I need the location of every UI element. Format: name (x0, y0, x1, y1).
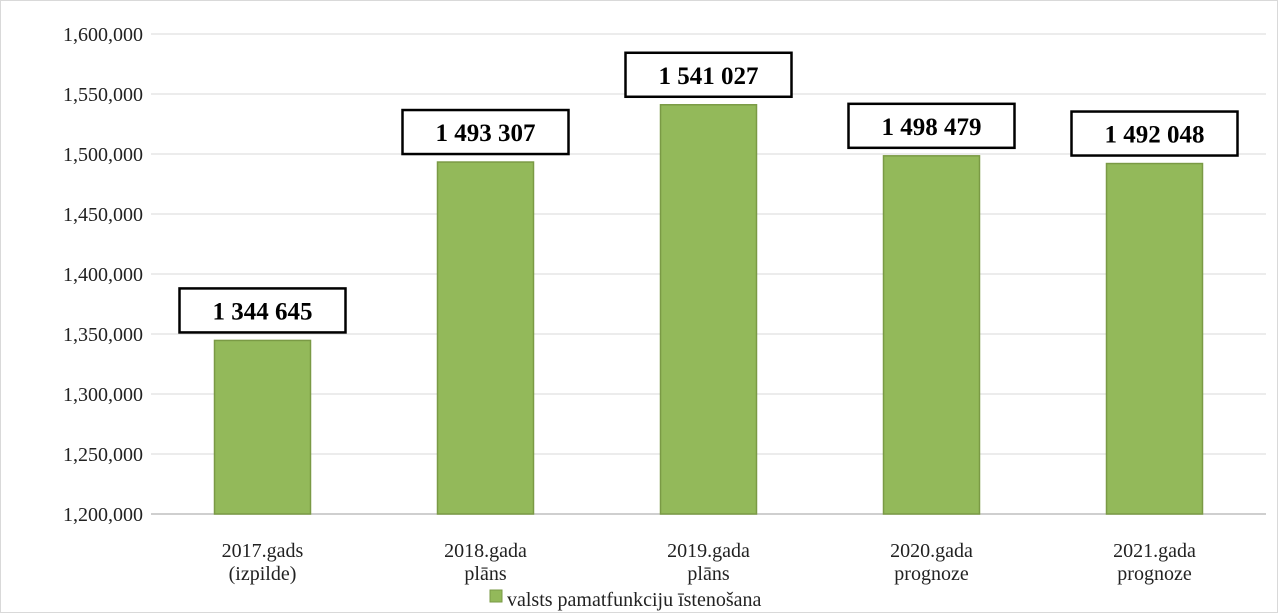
legend: valsts pamatfunkciju īstenošana (490, 589, 762, 611)
y-tick-label: 1,450,000 (63, 204, 143, 226)
x-tick-label: 2020.gada (890, 540, 973, 562)
x-tick-label: (izpilde) (229, 563, 297, 585)
y-tick-label: 1,550,000 (63, 84, 143, 106)
legend-label: valsts pamatfunkciju īstenošana (507, 589, 762, 611)
y-tick-label: 1,600,000 (63, 24, 143, 46)
x-tick-label: 2017.gads (222, 540, 304, 562)
bar (1107, 164, 1203, 514)
data-label: 1 498 479 (882, 114, 982, 141)
y-tick-label: 1,400,000 (63, 264, 143, 286)
data-label: 1 344 645 (213, 298, 313, 325)
x-tick-label: 2019.gada (667, 540, 750, 562)
x-tick-label: prognoze (894, 563, 969, 585)
data-label: 1 493 307 (436, 120, 536, 147)
bar (438, 162, 534, 514)
x-tick-label: prognoze (1117, 563, 1192, 585)
bar (884, 156, 980, 514)
x-tick-label: 2018.gada (444, 540, 527, 562)
y-axis-ticks: 1,200,000 1,250,000 1,300,000 1,350,000 1,40… (63, 24, 143, 526)
y-tick-label: 1,200,000 (63, 504, 143, 526)
bar (215, 340, 311, 514)
bar (661, 105, 757, 514)
x-tick-label: 2021.gada (1113, 540, 1196, 562)
y-tick-label: 1,350,000 (63, 324, 143, 346)
y-tick-label: 1,300,000 (63, 384, 143, 406)
legend-swatch (490, 590, 502, 602)
x-axis-labels: 2017.gads(izpilde)2018.gadaplāns2019.gad… (222, 540, 1196, 585)
x-tick-label: plāns (687, 563, 729, 585)
bars (215, 105, 1203, 514)
data-label: 1 492 048 (1105, 122, 1205, 149)
y-tick-label: 1,500,000 (63, 144, 143, 166)
x-tick-label: plāns (464, 563, 506, 585)
data-label: 1 541 027 (659, 63, 759, 90)
y-tick-label: 1,250,000 (63, 444, 143, 466)
